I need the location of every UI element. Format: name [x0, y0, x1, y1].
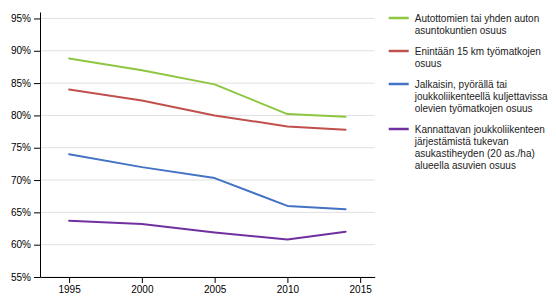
- y-tick-mark: [34, 115, 40, 116]
- y-tick-label: 60%: [11, 239, 31, 250]
- series-line: [69, 154, 346, 209]
- y-tick-mark: [34, 277, 40, 278]
- y-tick: 90%: [11, 45, 40, 56]
- grid-line: [40, 180, 375, 181]
- y-axis: 55% 60% 65% 70% 75% 80% 85% 90% 95%: [11, 13, 41, 283]
- legend-label-line: alueella asuvien osuus: [415, 160, 516, 171]
- legend-item: Kannattavan joukkoliikenteenjärjestämist…: [389, 124, 545, 171]
- x-tick-mark: [360, 277, 361, 283]
- legend-label: Enintään 15 km työmatkojenosuus: [415, 46, 541, 69]
- legend-item: Autottomien tai yhden autonasuntokuntien…: [389, 13, 540, 36]
- legend-swatch: [389, 17, 409, 20]
- x-tick-mark: [69, 277, 70, 283]
- y-tick: 80%: [11, 110, 40, 121]
- x-axis-line: [41, 277, 376, 278]
- legend-label: Autottomien tai yhden autonasuntokuntien…: [415, 13, 540, 36]
- legend-label-line: joukkoliikenteellä kuljettavissa: [414, 91, 548, 102]
- x-tick-mark: [215, 277, 216, 283]
- legend: Autottomien tai yhden autonasuntokuntien…: [389, 13, 548, 171]
- legend-label-line: Kannattavan joukkoliikenteen: [415, 124, 545, 135]
- x-tick-label: 1995: [58, 284, 81, 295]
- x-axis: 1995 2000 2005 2010 2015: [41, 277, 376, 295]
- legend-item: Enintään 15 km työmatkojenosuus: [389, 46, 541, 69]
- x-tick: 2005: [204, 277, 227, 295]
- x-tick-label: 2000: [131, 284, 154, 295]
- y-tick-label: 90%: [11, 45, 31, 56]
- y-tick: 75%: [11, 142, 40, 153]
- grid-line: [40, 50, 375, 51]
- legend-label-line: asukastiheyden (20 as./ha): [415, 148, 535, 159]
- series-line: [69, 59, 346, 117]
- y-tick-label: 70%: [11, 175, 31, 186]
- y-tick: 55%: [11, 272, 40, 283]
- x-tick-label: 2015: [350, 284, 373, 295]
- grid-line: [40, 18, 375, 19]
- y-tick-mark: [34, 148, 40, 149]
- y-tick-label: 95%: [11, 13, 31, 24]
- y-tick-label: 80%: [11, 110, 31, 121]
- y-tick-mark: [34, 245, 40, 246]
- x-tick: 1995: [58, 277, 81, 295]
- x-tick-label: 2005: [204, 284, 227, 295]
- y-tick-label: 55%: [11, 272, 31, 283]
- x-tick-mark: [287, 277, 288, 283]
- legend-label-line: asuntokuntien osuus: [415, 25, 507, 36]
- series-line: [69, 221, 346, 240]
- x-tick: 2000: [131, 277, 154, 295]
- y-tick-mark: [34, 18, 40, 19]
- y-tick: 65%: [11, 207, 40, 218]
- legend-label: Jalkaisin, pyörällä taijoukkoliikenteell…: [414, 79, 548, 114]
- x-tick: 2010: [277, 277, 300, 295]
- grid-line: [40, 212, 375, 213]
- grid-line: [40, 244, 375, 245]
- legend-label-line: Autottomien tai yhden auton: [415, 13, 540, 24]
- x-tick: 2015: [350, 277, 373, 295]
- grid: [40, 18, 375, 277]
- x-tick-mark: [142, 277, 143, 283]
- series-line: [69, 90, 346, 130]
- legend-label-line: olevien työmatkojen osuus: [415, 103, 533, 114]
- y-tick: 70%: [11, 175, 40, 186]
- y-tick: 95%: [11, 13, 40, 24]
- y-tick-label: 65%: [11, 207, 31, 218]
- chart: 1995 2000 2005 2010 2015 55% 60% 65% 70% 75% 80% 85…: [0, 0, 556, 301]
- y-tick-mark: [34, 83, 40, 84]
- y-tick-label: 75%: [11, 142, 31, 153]
- legend-swatch: [389, 50, 409, 53]
- grid-line: [40, 277, 375, 278]
- y-tick: 60%: [11, 239, 40, 250]
- y-tick-label: 85%: [11, 78, 31, 89]
- grid-line: [40, 147, 375, 148]
- y-tick: 85%: [11, 78, 40, 89]
- y-tick-mark: [34, 180, 40, 181]
- y-tick-mark: [34, 51, 40, 52]
- plot-area: [69, 59, 346, 240]
- legend-label-line: osuus: [415, 58, 442, 69]
- legend-swatch: [389, 128, 409, 131]
- legend-label: Kannattavan joukkoliikenteenjärjestämist…: [414, 124, 545, 171]
- legend-label-line: järjestämistä tukevan: [414, 136, 509, 147]
- legend-swatch: [389, 83, 409, 86]
- y-tick-mark: [34, 212, 40, 213]
- x-tick-label: 2010: [277, 284, 300, 295]
- legend-item: Jalkaisin, pyörällä taijoukkoliikenteell…: [389, 79, 548, 114]
- legend-label-line: Jalkaisin, pyörällä tai: [415, 79, 507, 90]
- legend-label-line: Enintään 15 km työmatkojen: [415, 46, 541, 57]
- y-axis-line: [40, 13, 41, 278]
